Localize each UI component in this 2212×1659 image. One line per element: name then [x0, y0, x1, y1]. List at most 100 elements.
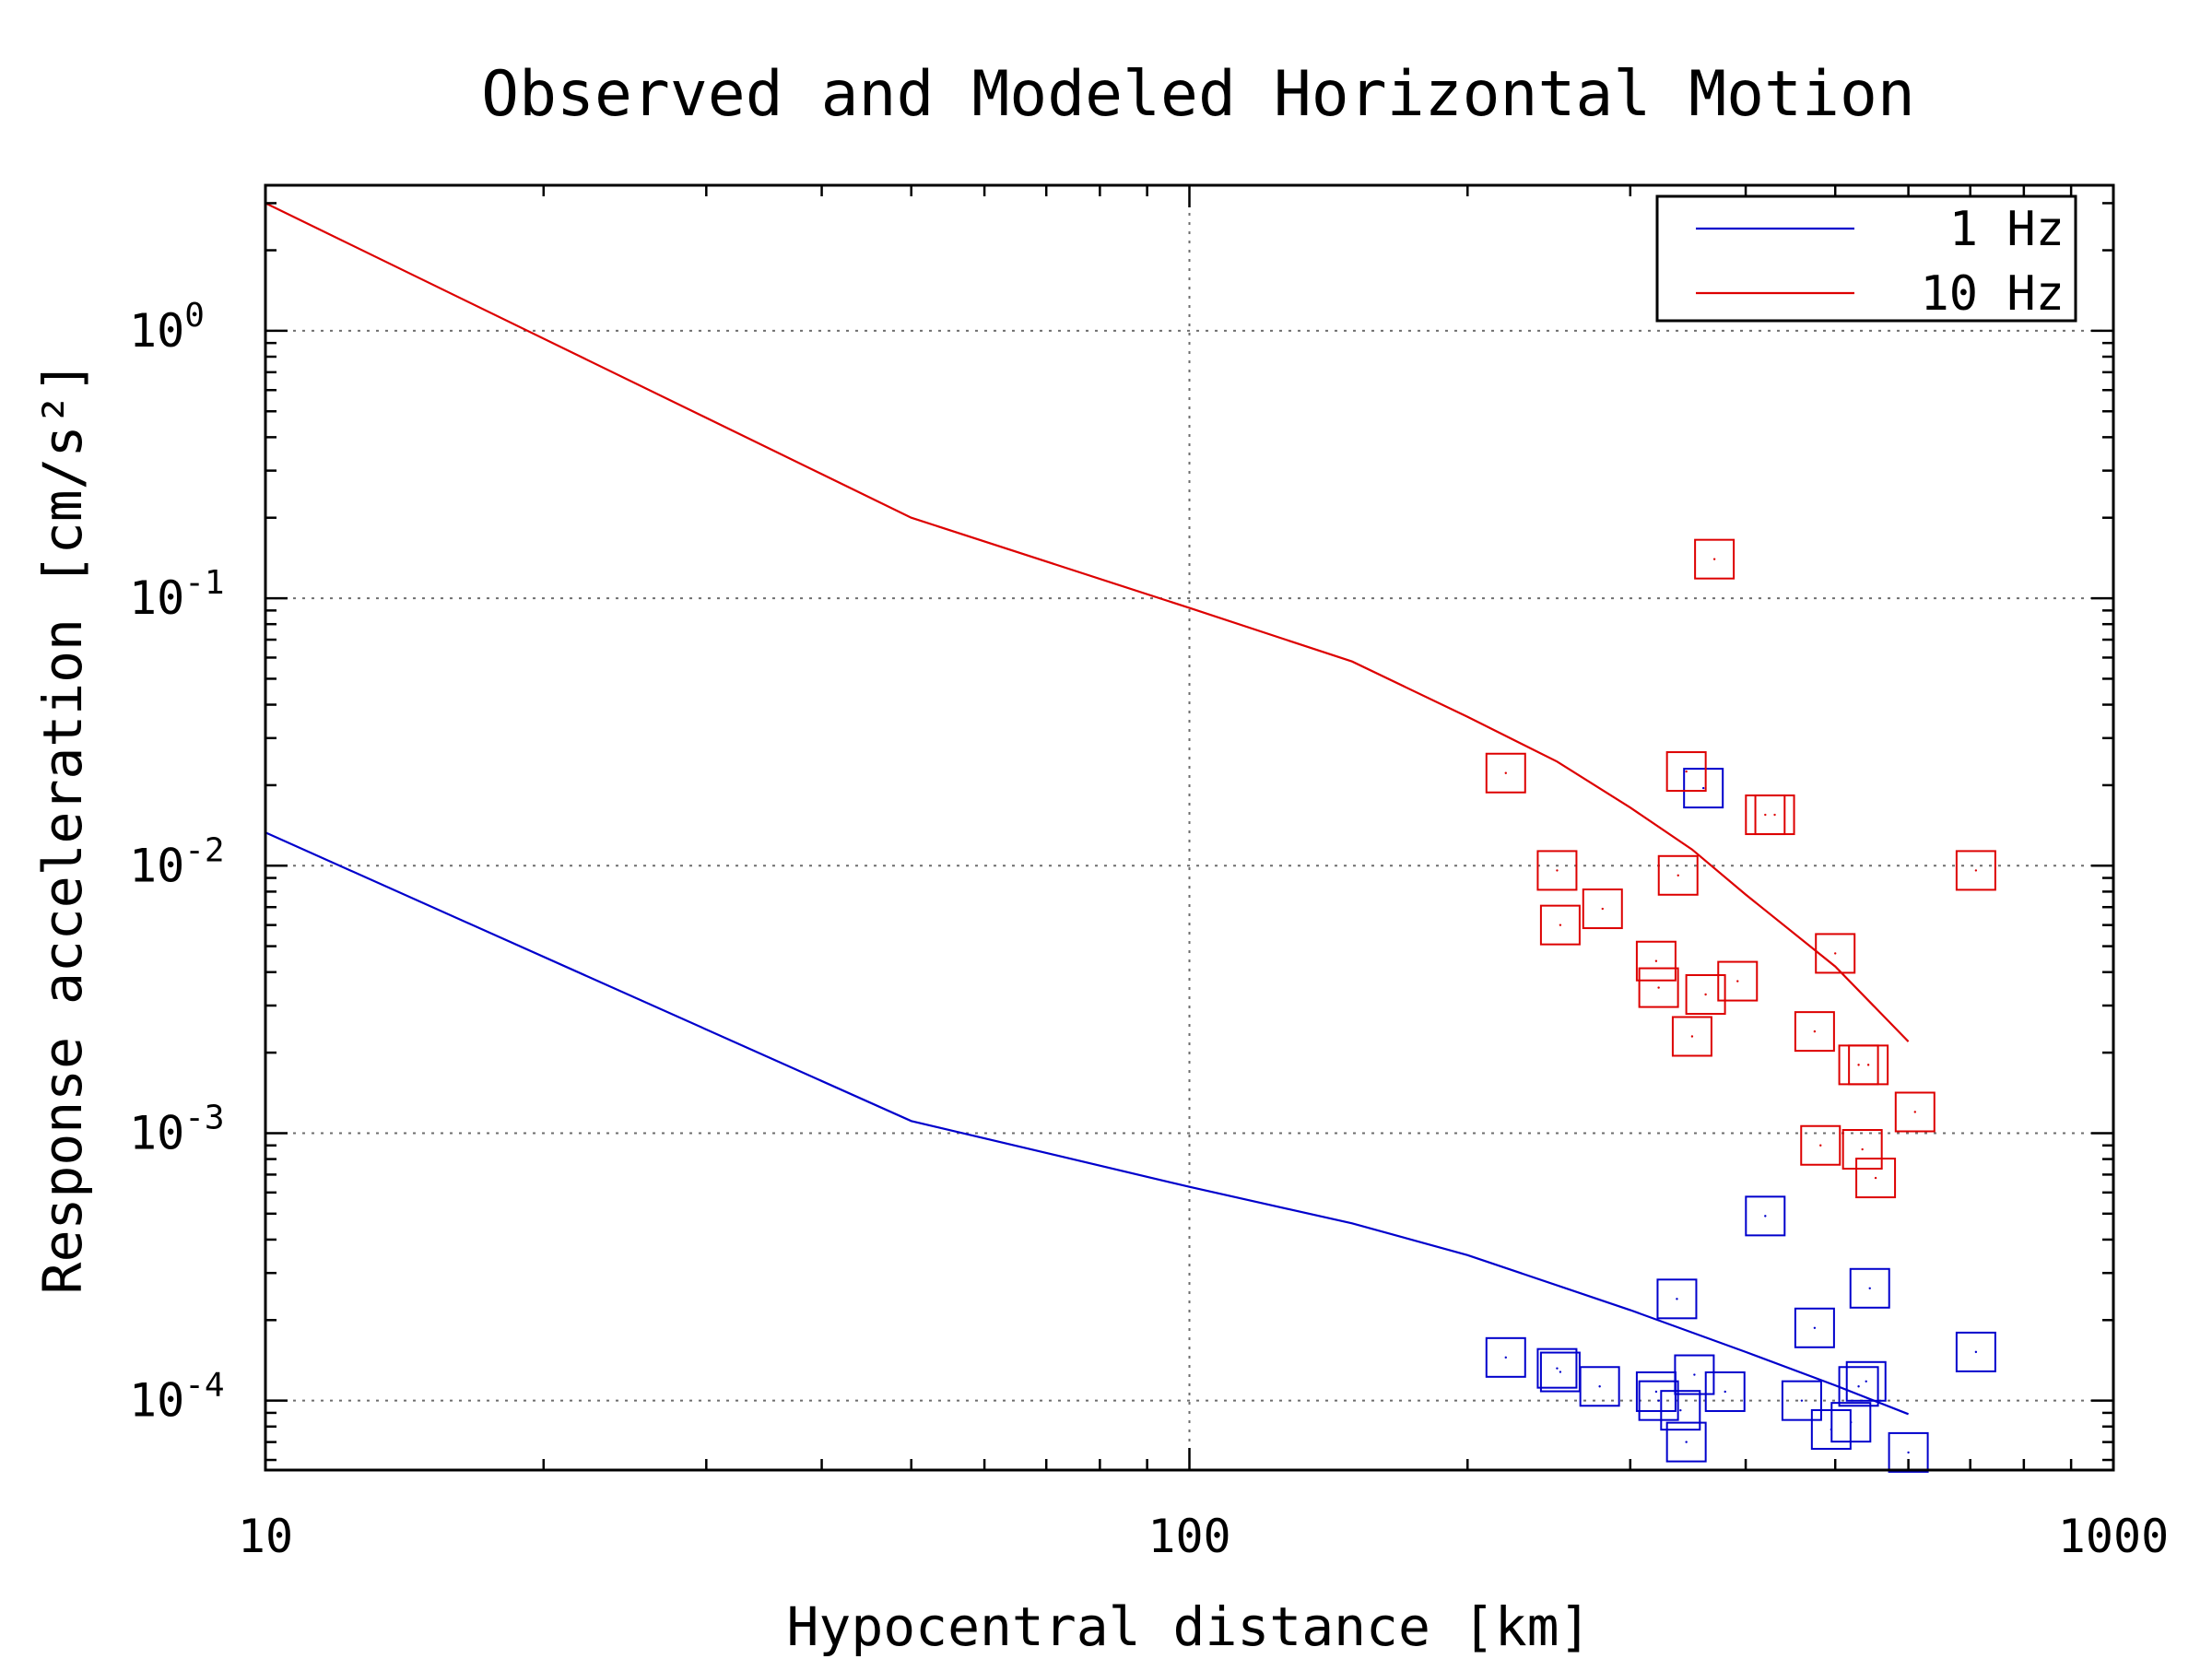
legend-label: 1 Hz [1949, 202, 2065, 257]
data-point [1781, 1380, 1822, 1421]
data-point [1955, 850, 1996, 891]
data-point-center [1657, 986, 1660, 989]
data-point [1656, 1278, 1698, 1320]
legend: 1 Hz 10 Hz [1655, 194, 2077, 323]
data-point-center [1654, 1390, 1658, 1394]
data-point-center [1712, 558, 1716, 560]
data-point [1848, 1044, 1889, 1086]
data-point-center [1857, 1385, 1860, 1388]
data-point-center [1868, 1287, 1871, 1289]
data-point-center [1857, 1064, 1860, 1066]
data-point-center [1861, 1147, 1864, 1151]
data-point-center [1704, 993, 1707, 996]
data-point-center [1679, 1408, 1682, 1412]
data-point-center [1773, 813, 1776, 817]
data-point [1830, 1402, 1872, 1443]
data-point [1539, 904, 1581, 946]
data-point [1582, 888, 1623, 930]
data-point [1485, 752, 1526, 794]
series-line [265, 202, 1910, 1042]
series-layer [265, 202, 1996, 1473]
data-point [1894, 1091, 1936, 1133]
data-point-center [1559, 1371, 1562, 1373]
data-point-center [1850, 1420, 1853, 1424]
data-point-center [1874, 1176, 1877, 1180]
data-point-center [1559, 924, 1562, 926]
data-point-center [1913, 1111, 1916, 1113]
grid-layer [265, 185, 2113, 1470]
data-point [1665, 751, 1707, 793]
tick-layer: 10 100 1000 10-4 10-3 10-2 10-1 100 [129, 185, 2169, 1563]
plot-frame [264, 183, 2115, 1472]
data-point [1579, 1366, 1620, 1407]
data-point-center [1865, 1380, 1867, 1382]
data-point-center [1556, 869, 1559, 872]
data-point [1638, 1380, 1679, 1421]
data-point-center [1657, 1399, 1660, 1402]
series-line [265, 831, 1910, 1416]
y-tick-label: 10-3 [129, 1099, 225, 1159]
data-point-center [1813, 1030, 1817, 1033]
data-point [1838, 1366, 1879, 1407]
y-tick-label: 10-2 [129, 831, 225, 892]
x-tick-label: 1000 [2058, 1510, 2169, 1563]
data-point [1745, 1195, 1786, 1237]
data-point-center [1690, 1035, 1694, 1038]
y-axis-label: Response acceleration [cm/s²] [31, 361, 94, 1295]
data-point [1800, 1124, 1841, 1166]
data-point [1694, 538, 1735, 580]
data-point [1754, 794, 1795, 836]
data-point [1855, 1158, 1897, 1199]
data-point-center [1764, 813, 1767, 817]
data-point-center [1724, 1390, 1726, 1394]
data-point [1485, 1336, 1526, 1378]
data-point [1955, 1331, 1996, 1372]
data-point-center [1598, 1385, 1601, 1388]
data-point-center [1504, 1356, 1507, 1359]
chart-title: Observed and Modeled Horizontal Motion [481, 58, 1915, 131]
data-point [1536, 850, 1578, 891]
data-point-center [1800, 1399, 1804, 1402]
data-point-center [1764, 1215, 1767, 1218]
data-point [1888, 1431, 1929, 1473]
data-point-center [1819, 1144, 1822, 1147]
data-point-center [1736, 980, 1739, 982]
data-point [1674, 1354, 1715, 1395]
data-point-center [1676, 1298, 1678, 1300]
data-point-center [1685, 770, 1688, 773]
data-point-center [1693, 1373, 1696, 1376]
data-point [1635, 940, 1677, 982]
x-axis-label: Hypocentral distance [km] [787, 1595, 1592, 1658]
data-point [1717, 960, 1759, 1002]
data-point [1536, 1347, 1578, 1389]
data-point [1815, 933, 1856, 974]
data-point [1657, 854, 1699, 896]
data-point [1660, 1390, 1701, 1431]
data-point [1704, 1371, 1746, 1412]
y-tick-label: 10-4 [129, 1367, 225, 1428]
legend-label: 10 Hz [1920, 266, 2065, 322]
marker-group [1855, 1158, 1897, 1199]
x-tick-label: 100 [1147, 1510, 1230, 1563]
data-point [1841, 1129, 1883, 1171]
data-point-center [1866, 1064, 1870, 1066]
data-point [1794, 1011, 1835, 1053]
marker-group [1485, 538, 1996, 1171]
data-point [1683, 768, 1724, 809]
data-point-center [1834, 952, 1837, 955]
data-point-center [1974, 869, 1978, 872]
data-point-center [1677, 874, 1679, 877]
data-point-center [1701, 786, 1705, 790]
y-tick-label: 10-1 [129, 564, 225, 625]
data-point [1685, 973, 1726, 1015]
legend-box [1655, 194, 2077, 323]
data-point-center [1907, 1451, 1910, 1454]
data-point-center [1974, 1350, 1978, 1354]
data-point [1849, 1267, 1890, 1309]
data-point-center [1556, 1367, 1559, 1370]
data-point [1794, 1307, 1835, 1348]
data-point-center [1504, 771, 1507, 774]
data-point-center [1685, 1441, 1688, 1443]
marker-group [1485, 768, 1996, 1473]
